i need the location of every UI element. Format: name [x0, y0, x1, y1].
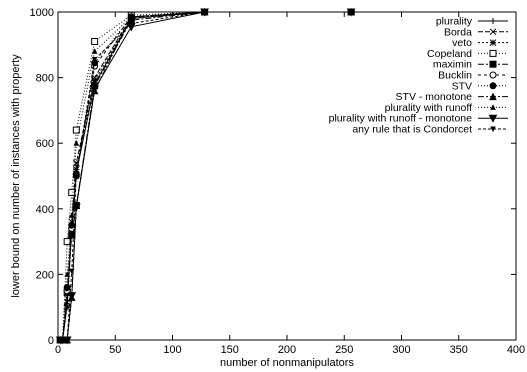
- series-line-0: [60, 12, 351, 340]
- data-point-3: [64, 239, 70, 245]
- y-tick-label: 200: [36, 269, 54, 281]
- x-tick-label: 150: [221, 344, 239, 356]
- series-line-5: [60, 12, 351, 340]
- x-tick-label: 200: [278, 344, 296, 356]
- series-line-4: [60, 12, 351, 340]
- legend-marker-6: [490, 83, 496, 89]
- data-point-3: [69, 189, 75, 195]
- legend-label-10: any rule that is Condorcet: [352, 124, 472, 136]
- series-line-1: [60, 12, 351, 340]
- x-tick-label: 50: [109, 344, 121, 356]
- x-tick-label: 350: [450, 344, 468, 356]
- legend-marker-8: [491, 105, 495, 109]
- y-tick-label: 600: [36, 138, 54, 150]
- legend-marker-2: [490, 40, 496, 46]
- series-line-2: [60, 12, 351, 340]
- x-tick-label: 0: [55, 344, 61, 356]
- legend-marker-4: [490, 61, 496, 67]
- y-tick-label: 0: [48, 335, 54, 347]
- x-tick-label: 100: [163, 344, 181, 356]
- x-axis-title: number of nonmanipulators: [220, 357, 354, 369]
- data-point-8: [74, 141, 78, 145]
- x-tick-label: 400: [507, 344, 525, 356]
- series-line-8: [60, 12, 351, 340]
- y-tick-label: 1000: [30, 7, 54, 19]
- y-axis-title: lower bound on number of instances with …: [10, 54, 22, 298]
- y-tick-label: 800: [36, 73, 54, 85]
- legend-marker-3: [490, 50, 496, 56]
- y-tick-label: 400: [36, 204, 54, 216]
- legend-marker-10: [491, 127, 495, 131]
- series-line-7: [60, 12, 351, 340]
- x-tick-label: 300: [392, 344, 410, 356]
- data-point-6: [64, 285, 70, 291]
- series-line-3: [60, 12, 351, 340]
- series-line-6: [60, 12, 351, 340]
- series-line-9: [60, 12, 351, 340]
- legend-marker-5: [490, 72, 496, 78]
- series-line-10: [60, 12, 351, 340]
- x-tick-label: 250: [335, 344, 353, 356]
- legend-marker-0: [490, 18, 496, 24]
- data-point-3: [92, 39, 98, 45]
